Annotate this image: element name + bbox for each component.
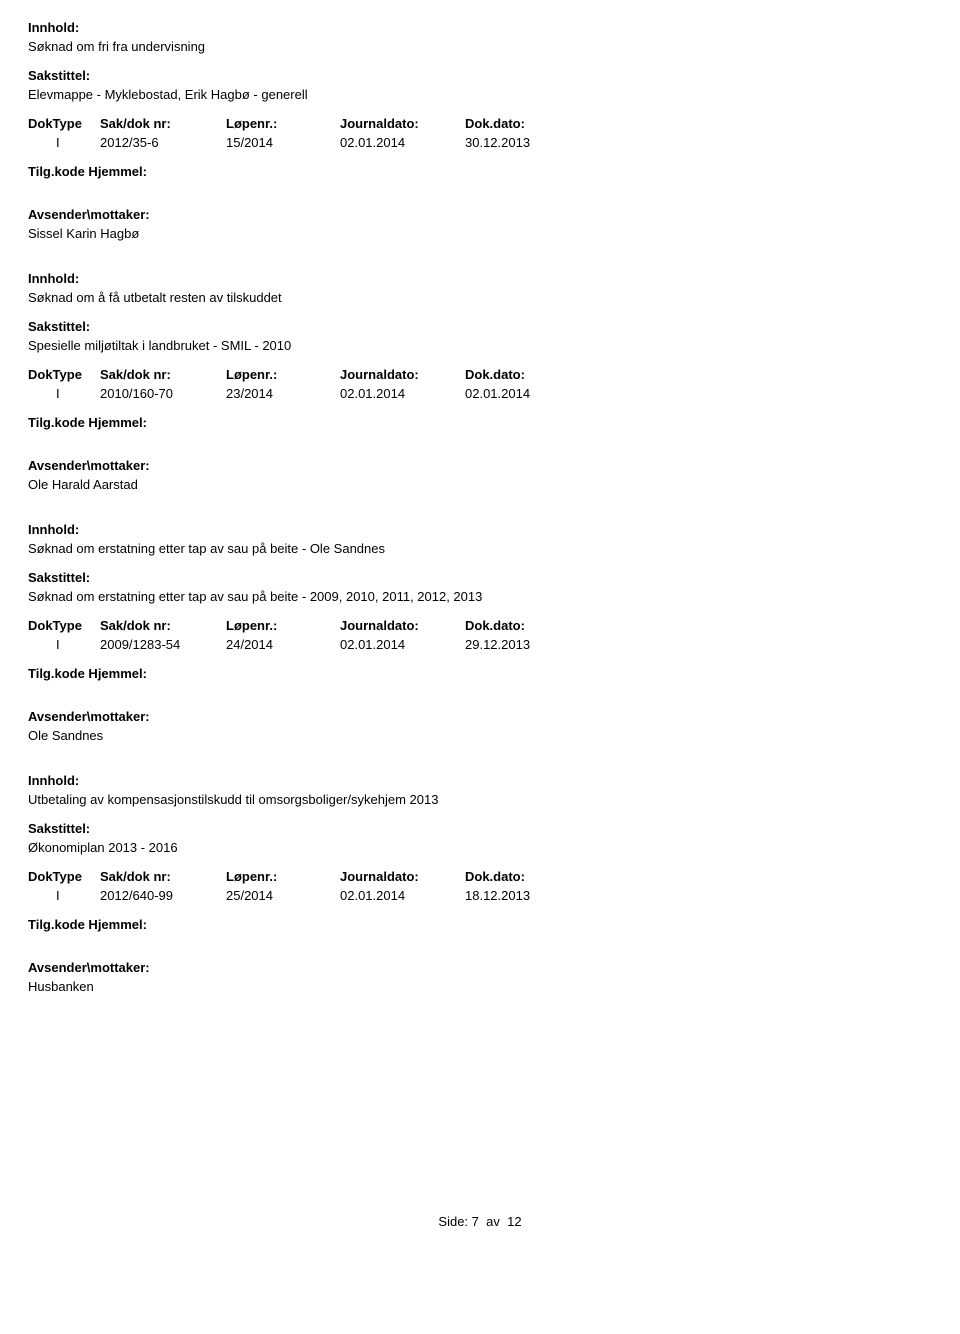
avsender-label: Avsender\mottaker: xyxy=(28,960,932,975)
column-headers: DokType Sak/dok nr: Løpenr.: Journaldato… xyxy=(28,367,932,382)
sakdok-value: 2009/1283-54 xyxy=(100,637,226,652)
tilgkode-label: Tilg.kode Hjemmel: xyxy=(28,164,932,179)
sakstittel-label: Sakstittel: xyxy=(28,319,932,334)
lopenr-header: Løpenr.: xyxy=(226,618,340,633)
avsender-section: Avsender\mottaker: Sissel Karin Hagbø xyxy=(28,207,932,241)
sakdok-value: 2010/160-70 xyxy=(100,386,226,401)
sakstittel-label: Sakstittel: xyxy=(28,821,932,836)
dokdato-header: Dok.dato: xyxy=(465,869,590,884)
sakdok-header: Sak/dok nr: xyxy=(100,869,226,884)
journal-header: Journaldato: xyxy=(340,116,465,131)
journal-entry: Innhold: Søknad om erstatning etter tap … xyxy=(28,522,932,743)
dokdato-value: 02.01.2014 xyxy=(465,386,590,401)
avsender-value: Husbanken xyxy=(28,979,932,994)
doktype-value: I xyxy=(28,135,100,150)
doktype-value: I xyxy=(28,888,100,903)
side-label: Side: xyxy=(438,1214,468,1229)
lopenr-value: 15/2014 xyxy=(226,135,340,150)
sakdok-header: Sak/dok nr: xyxy=(100,116,226,131)
column-headers: DokType Sak/dok nr: Løpenr.: Journaldato… xyxy=(28,869,932,884)
innhold-value: Søknad om fri fra undervisning xyxy=(28,39,932,54)
column-values: I 2012/640-99 25/2014 02.01.2014 18.12.2… xyxy=(28,888,932,903)
lopenr-value: 24/2014 xyxy=(226,637,340,652)
avsender-value: Ole Sandnes xyxy=(28,728,932,743)
sakstittel-label: Sakstittel: xyxy=(28,68,932,83)
dokdato-value: 30.12.2013 xyxy=(465,135,590,150)
avsender-section: Avsender\mottaker: Ole Sandnes xyxy=(28,709,932,743)
dokdato-header: Dok.dato: xyxy=(465,618,590,633)
tilgkode-label: Tilg.kode Hjemmel: xyxy=(28,666,932,681)
doktype-header: DokType xyxy=(28,869,100,884)
column-headers: DokType Sak/dok nr: Løpenr.: Journaldato… xyxy=(28,618,932,633)
journal-value: 02.01.2014 xyxy=(340,637,465,652)
dokdato-header: Dok.dato: xyxy=(465,116,590,131)
innhold-label: Innhold: xyxy=(28,522,932,537)
doktype-value: I xyxy=(28,637,100,652)
avsender-section: Avsender\mottaker: Ole Harald Aarstad xyxy=(28,458,932,492)
column-values: I 2012/35-6 15/2014 02.01.2014 30.12.201… xyxy=(28,135,932,150)
sakstittel-label: Sakstittel: xyxy=(28,570,932,585)
sakdok-value: 2012/640-99 xyxy=(100,888,226,903)
journal-entry: Innhold: Søknad om å få utbetalt resten … xyxy=(28,271,932,492)
sakdok-header: Sak/dok nr: xyxy=(100,367,226,382)
dokdato-header: Dok.dato: xyxy=(465,367,590,382)
avsender-value: Ole Harald Aarstad xyxy=(28,477,932,492)
avsender-section: Avsender\mottaker: Husbanken xyxy=(28,960,932,994)
journal-header: Journaldato: xyxy=(340,618,465,633)
sakstittel-value: Økonomiplan 2013 - 2016 xyxy=(28,840,932,855)
lopenr-header: Løpenr.: xyxy=(226,869,340,884)
lopenr-header: Løpenr.: xyxy=(226,116,340,131)
innhold-value: Søknad om å få utbetalt resten av tilsku… xyxy=(28,290,932,305)
column-headers: DokType Sak/dok nr: Løpenr.: Journaldato… xyxy=(28,116,932,131)
innhold-label: Innhold: xyxy=(28,20,932,35)
lopenr-value: 23/2014 xyxy=(226,386,340,401)
tilgkode-label: Tilg.kode Hjemmel: xyxy=(28,917,932,932)
sakstittel-value: Søknad om erstatning etter tap av sau på… xyxy=(28,589,932,604)
column-values: I 2010/160-70 23/2014 02.01.2014 02.01.2… xyxy=(28,386,932,401)
column-values: I 2009/1283-54 24/2014 02.01.2014 29.12.… xyxy=(28,637,932,652)
journal-header: Journaldato: xyxy=(340,869,465,884)
journal-value: 02.01.2014 xyxy=(340,135,465,150)
sakdok-header: Sak/dok nr: xyxy=(100,618,226,633)
sakstittel-value: Spesielle miljøtiltak i landbruket - SMI… xyxy=(28,338,932,353)
doktype-header: DokType xyxy=(28,618,100,633)
journal-entry: Innhold: Utbetaling av kompensasjonstils… xyxy=(28,773,932,994)
doktype-header: DokType xyxy=(28,367,100,382)
innhold-value: Søknad om erstatning etter tap av sau på… xyxy=(28,541,932,556)
journal-entry: Innhold: Søknad om fri fra undervisning … xyxy=(28,20,932,241)
dokdato-value: 29.12.2013 xyxy=(465,637,590,652)
sakstittel-value: Elevmappe - Myklebostad, Erik Hagbø - ge… xyxy=(28,87,932,102)
lopenr-header: Løpenr.: xyxy=(226,367,340,382)
dokdato-value: 18.12.2013 xyxy=(465,888,590,903)
av-label: av xyxy=(486,1214,500,1229)
total-pages: 12 xyxy=(507,1214,521,1229)
page-footer: Side: 7 av 12 xyxy=(28,1214,932,1229)
page-number: 7 xyxy=(472,1214,479,1229)
innhold-label: Innhold: xyxy=(28,271,932,286)
doktype-header: DokType xyxy=(28,116,100,131)
avsender-label: Avsender\mottaker: xyxy=(28,458,932,473)
avsender-label: Avsender\mottaker: xyxy=(28,709,932,724)
journal-value: 02.01.2014 xyxy=(340,386,465,401)
lopenr-value: 25/2014 xyxy=(226,888,340,903)
avsender-label: Avsender\mottaker: xyxy=(28,207,932,222)
innhold-label: Innhold: xyxy=(28,773,932,788)
journal-value: 02.01.2014 xyxy=(340,888,465,903)
doktype-value: I xyxy=(28,386,100,401)
innhold-value: Utbetaling av kompensasjonstilskudd til … xyxy=(28,792,932,807)
journal-header: Journaldato: xyxy=(340,367,465,382)
tilgkode-label: Tilg.kode Hjemmel: xyxy=(28,415,932,430)
sakdok-value: 2012/35-6 xyxy=(100,135,226,150)
avsender-value: Sissel Karin Hagbø xyxy=(28,226,932,241)
